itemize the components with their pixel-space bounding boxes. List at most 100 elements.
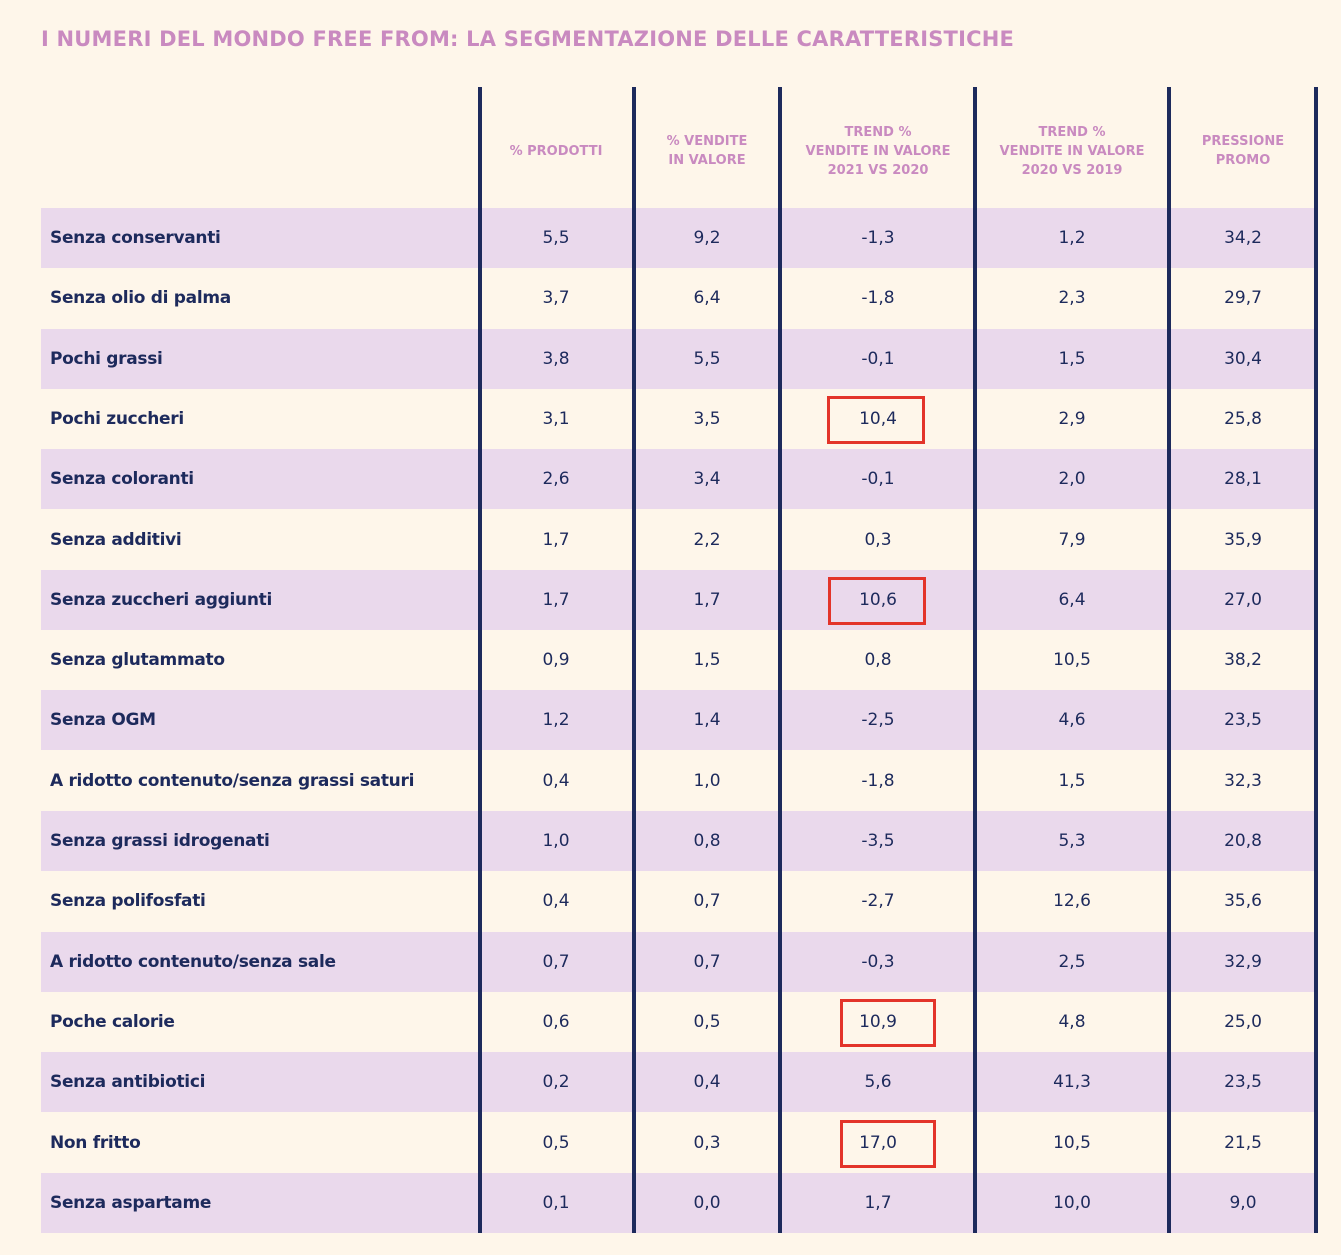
column-divider [1314, 87, 1318, 1233]
table-cell: 35,6 [1224, 891, 1262, 912]
table-cell: 17,0 [859, 1132, 897, 1153]
row-band [41, 690, 1317, 751]
table-cell: 5,6 [864, 1072, 892, 1093]
table-cell: 0,6 [542, 1011, 570, 1032]
row-label: Senza antibiotici [50, 1072, 206, 1093]
table-cell: 9,0 [1229, 1192, 1257, 1213]
row-label: Senza conservanti [50, 228, 221, 248]
table-cell: 1,5 [1058, 348, 1086, 369]
table-cell: 2,2 [693, 529, 721, 550]
row-label: Senza grassi idrogenati [50, 831, 270, 851]
table-cell: 1,7 [693, 589, 721, 610]
table-cell: 10,9 [859, 1011, 897, 1032]
table-cell: -0,1 [861, 348, 895, 369]
column-header-line: % PRODOTTI [509, 143, 603, 159]
column-header: TREND % VENDITE IN VALORE 2020 VS 2019 [977, 118, 1167, 184]
table-cell: -2,5 [861, 710, 895, 731]
table-cell: 0,4 [693, 1072, 721, 1093]
column-header-line: VENDITE IN VALORE [805, 143, 951, 159]
table-cell: -1,8 [861, 770, 895, 791]
column-header-line: TREND % [1038, 124, 1106, 140]
row-label: Senza olio di palma [50, 288, 231, 309]
table-cell: 10,6 [859, 589, 897, 610]
table-cell: 0,3 [864, 529, 892, 550]
column-header: PRESSIONE PROMO [1168, 118, 1318, 184]
column-header: % VENDITE IN VALORE [632, 118, 782, 184]
table-cell: 1,7 [542, 529, 570, 550]
table-cell: 10,0 [1053, 1192, 1091, 1213]
column-header-line: % VENDITE [666, 134, 748, 149]
table-cell: 0,3 [693, 1132, 721, 1153]
table-cell: -1,3 [861, 228, 895, 248]
table-cell: 23,5 [1224, 710, 1262, 731]
table-cell: 1,5 [1058, 770, 1086, 791]
table-cell: -3,5 [861, 831, 895, 851]
row-label: Pochi zuccheri [50, 408, 184, 429]
column-header-line: 2021 VS 2020 [827, 162, 929, 178]
row-label: Senza zuccheri aggiunti [50, 589, 272, 610]
table-cell: 1,4 [693, 710, 721, 731]
table-cell: 2,0 [1058, 469, 1086, 490]
column-header-line: PRESSIONE [1201, 134, 1285, 149]
table-cell: 41,3 [1053, 1072, 1091, 1093]
table-cell: 20,8 [1224, 831, 1262, 851]
table-cell: 10,5 [1053, 1132, 1091, 1153]
table-cell: 4,8 [1058, 1011, 1086, 1032]
column-divider [632, 87, 636, 1233]
table-cell: 0,5 [693, 1011, 721, 1032]
highlight-box [840, 998, 936, 1047]
table-cell: 3,8 [542, 348, 570, 369]
table-cell: 0,8 [864, 650, 892, 671]
table-cell: 1,2 [1058, 228, 1086, 248]
table-cell: 34,2 [1224, 228, 1262, 248]
table-cell: 23,5 [1224, 1072, 1262, 1093]
table-cell: 5,5 [542, 228, 570, 248]
table-cell: 2,3 [1058, 288, 1086, 309]
table-cell: -1,8 [861, 288, 895, 309]
table-cell: 0,4 [542, 770, 570, 791]
column-header-line: PROMO [1215, 153, 1271, 168]
table-cell: 32,3 [1224, 770, 1262, 791]
table-cell: 12,6 [1053, 891, 1091, 912]
table-cell: 3,5 [693, 408, 721, 429]
table-cell: 3,1 [542, 408, 570, 429]
table-cell: 35,9 [1224, 529, 1262, 550]
table-cell: 21,5 [1224, 1132, 1262, 1153]
table-cell: 0,2 [542, 1072, 570, 1093]
row-label: Senza OGM [50, 710, 156, 731]
table-cell: -0,1 [861, 469, 895, 490]
column-header-line: IN VALORE [668, 153, 746, 168]
row-label: A ridotto contenuto/senza sale [50, 951, 336, 972]
table-cell: 25,8 [1224, 408, 1262, 429]
row-band [41, 811, 1317, 871]
row-label: Senza aspartame [50, 1192, 212, 1213]
row-band [41, 931, 1317, 992]
row-band [41, 208, 1317, 268]
row-band [41, 449, 1317, 510]
table-cell: 2,5 [1058, 951, 1086, 972]
table-cell: -2,7 [861, 891, 895, 912]
column-divider [1167, 87, 1171, 1233]
table-cell: 0,0 [693, 1192, 721, 1213]
table-cell: 0,7 [542, 951, 570, 972]
table-cell: 1,2 [542, 710, 570, 731]
row-label: Senza coloranti [50, 469, 194, 490]
column-header: TREND % VENDITE IN VALORE 2021 VS 2020 [783, 118, 973, 184]
row-label: Non fritto [50, 1132, 141, 1153]
row-label: Senza additivi [50, 529, 182, 550]
highlight-box [828, 576, 926, 625]
row-band [41, 1172, 1317, 1233]
page-title: I NUMERI DEL MONDO FREE FROM: LA SEGMENT… [41, 27, 1015, 51]
table-cell: 6,4 [693, 288, 721, 309]
row-label: Senza glutammato [50, 650, 225, 671]
table-cell: 1,0 [693, 770, 721, 791]
row-band [41, 328, 1317, 389]
table-cell: 30,4 [1224, 348, 1262, 369]
column-divider [973, 87, 977, 1233]
row-band [41, 569, 1317, 630]
table-cell: 9,2 [693, 228, 721, 248]
column-divider [778, 87, 782, 1233]
column-header-line: TREND % [844, 124, 912, 140]
table-cell: 4,6 [1058, 710, 1086, 731]
table-cell: 1,0 [542, 831, 570, 851]
